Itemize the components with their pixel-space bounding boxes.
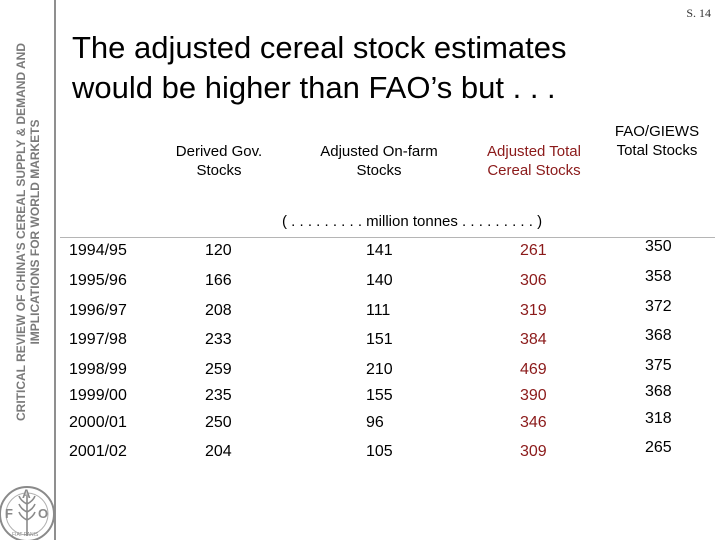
cell-fao: 368 <box>645 327 672 344</box>
cell-onfarm: 140 <box>366 272 393 289</box>
cell-fao: 372 <box>645 298 672 315</box>
table-row: 2001/02 204 105 309 265 <box>0 439 720 465</box>
cell-total: 261 <box>520 242 547 259</box>
cell-onfarm: 105 <box>366 443 393 460</box>
cell-year: 1994/95 <box>69 242 127 259</box>
cell-onfarm: 96 <box>366 414 384 431</box>
cell-total: 346 <box>520 414 547 431</box>
logo-letter-o: O <box>38 506 48 521</box>
cell-derived: 250 <box>205 414 232 431</box>
slide-title-line1: The adjusted cereal stock estimates <box>72 30 567 65</box>
slide-number: S. 14 <box>686 6 711 20</box>
cell-fao: 368 <box>645 383 672 400</box>
cell-year: 1998/99 <box>69 361 127 378</box>
slide-title-line2: would be higher than FAO’s but . . . <box>72 70 556 105</box>
cell-fao: 358 <box>645 268 672 285</box>
header-adjusted-total-stocks: Adjusted Total Cereal Stocks <box>487 143 581 179</box>
cell-onfarm: 111 <box>366 302 391 319</box>
cell-onfarm: 141 <box>366 242 393 259</box>
cell-derived: 235 <box>205 387 232 404</box>
cell-total: 384 <box>520 331 547 348</box>
cell-derived: 204 <box>205 443 232 460</box>
table-row: 1994/95 120 141 261 350 <box>0 238 720 264</box>
cell-onfarm: 151 <box>366 331 393 348</box>
header-derived-gov-stocks: Derived Gov. Stocks <box>175 143 263 179</box>
table-row: 2000/01 250 96 346 318 <box>0 410 720 436</box>
units-label: ( . . . . . . . . . million tonnes . . .… <box>282 213 543 230</box>
slide-title: The adjusted cereal stock estimates woul… <box>72 28 672 108</box>
logo-letter-f: F <box>5 506 13 521</box>
cell-total: 306 <box>520 272 547 289</box>
fao-logo-icon: F A O FIAT PANIS <box>0 486 55 540</box>
cell-derived: 120 <box>205 242 232 259</box>
logo-letter-a: A <box>22 487 31 501</box>
cell-onfarm: 210 <box>366 361 393 378</box>
table-row: 1997/98 233 151 384 368 <box>0 327 720 353</box>
cell-total: 469 <box>520 361 547 378</box>
cell-year: 1997/98 <box>69 331 127 348</box>
cell-derived: 233 <box>205 331 232 348</box>
table-row: 1996/97 208 111 319 372 <box>0 298 720 324</box>
table-row: 1995/96 166 140 306 358 <box>0 268 720 294</box>
table-row: 1998/99 259 210 469 375 <box>0 357 720 383</box>
units-divider <box>60 237 715 238</box>
table-row: 1999/00 235 155 390 368 <box>0 383 720 409</box>
cell-fao: 265 <box>645 439 672 456</box>
header-adjusted-onfarm-stocks: Adjusted On-farm Stocks <box>320 143 438 179</box>
cell-fao: 318 <box>645 410 672 427</box>
cell-fao: 350 <box>645 238 672 255</box>
cell-total: 319 <box>520 302 547 319</box>
cell-total: 390 <box>520 387 547 404</box>
sidebar: CRITICAL REVIEW OF CHINA'S CEREAL SUPPLY… <box>0 0 56 540</box>
cell-year: 1996/97 <box>69 302 127 319</box>
cell-year: 2000/01 <box>69 414 127 431</box>
cell-derived: 166 <box>205 272 232 289</box>
cell-derived: 208 <box>205 302 232 319</box>
cell-year: 1999/00 <box>69 387 127 404</box>
cell-year: 1995/96 <box>69 272 127 289</box>
logo-motto: FIAT PANIS <box>12 532 39 538</box>
cell-fao: 375 <box>645 357 672 374</box>
cell-derived: 259 <box>205 361 232 378</box>
cell-total: 309 <box>520 443 547 460</box>
cell-year: 2001/02 <box>69 443 127 460</box>
header-fao-giews-stocks: FAO/GIEWS Total Stocks <box>614 123 700 159</box>
cell-onfarm: 155 <box>366 387 393 404</box>
